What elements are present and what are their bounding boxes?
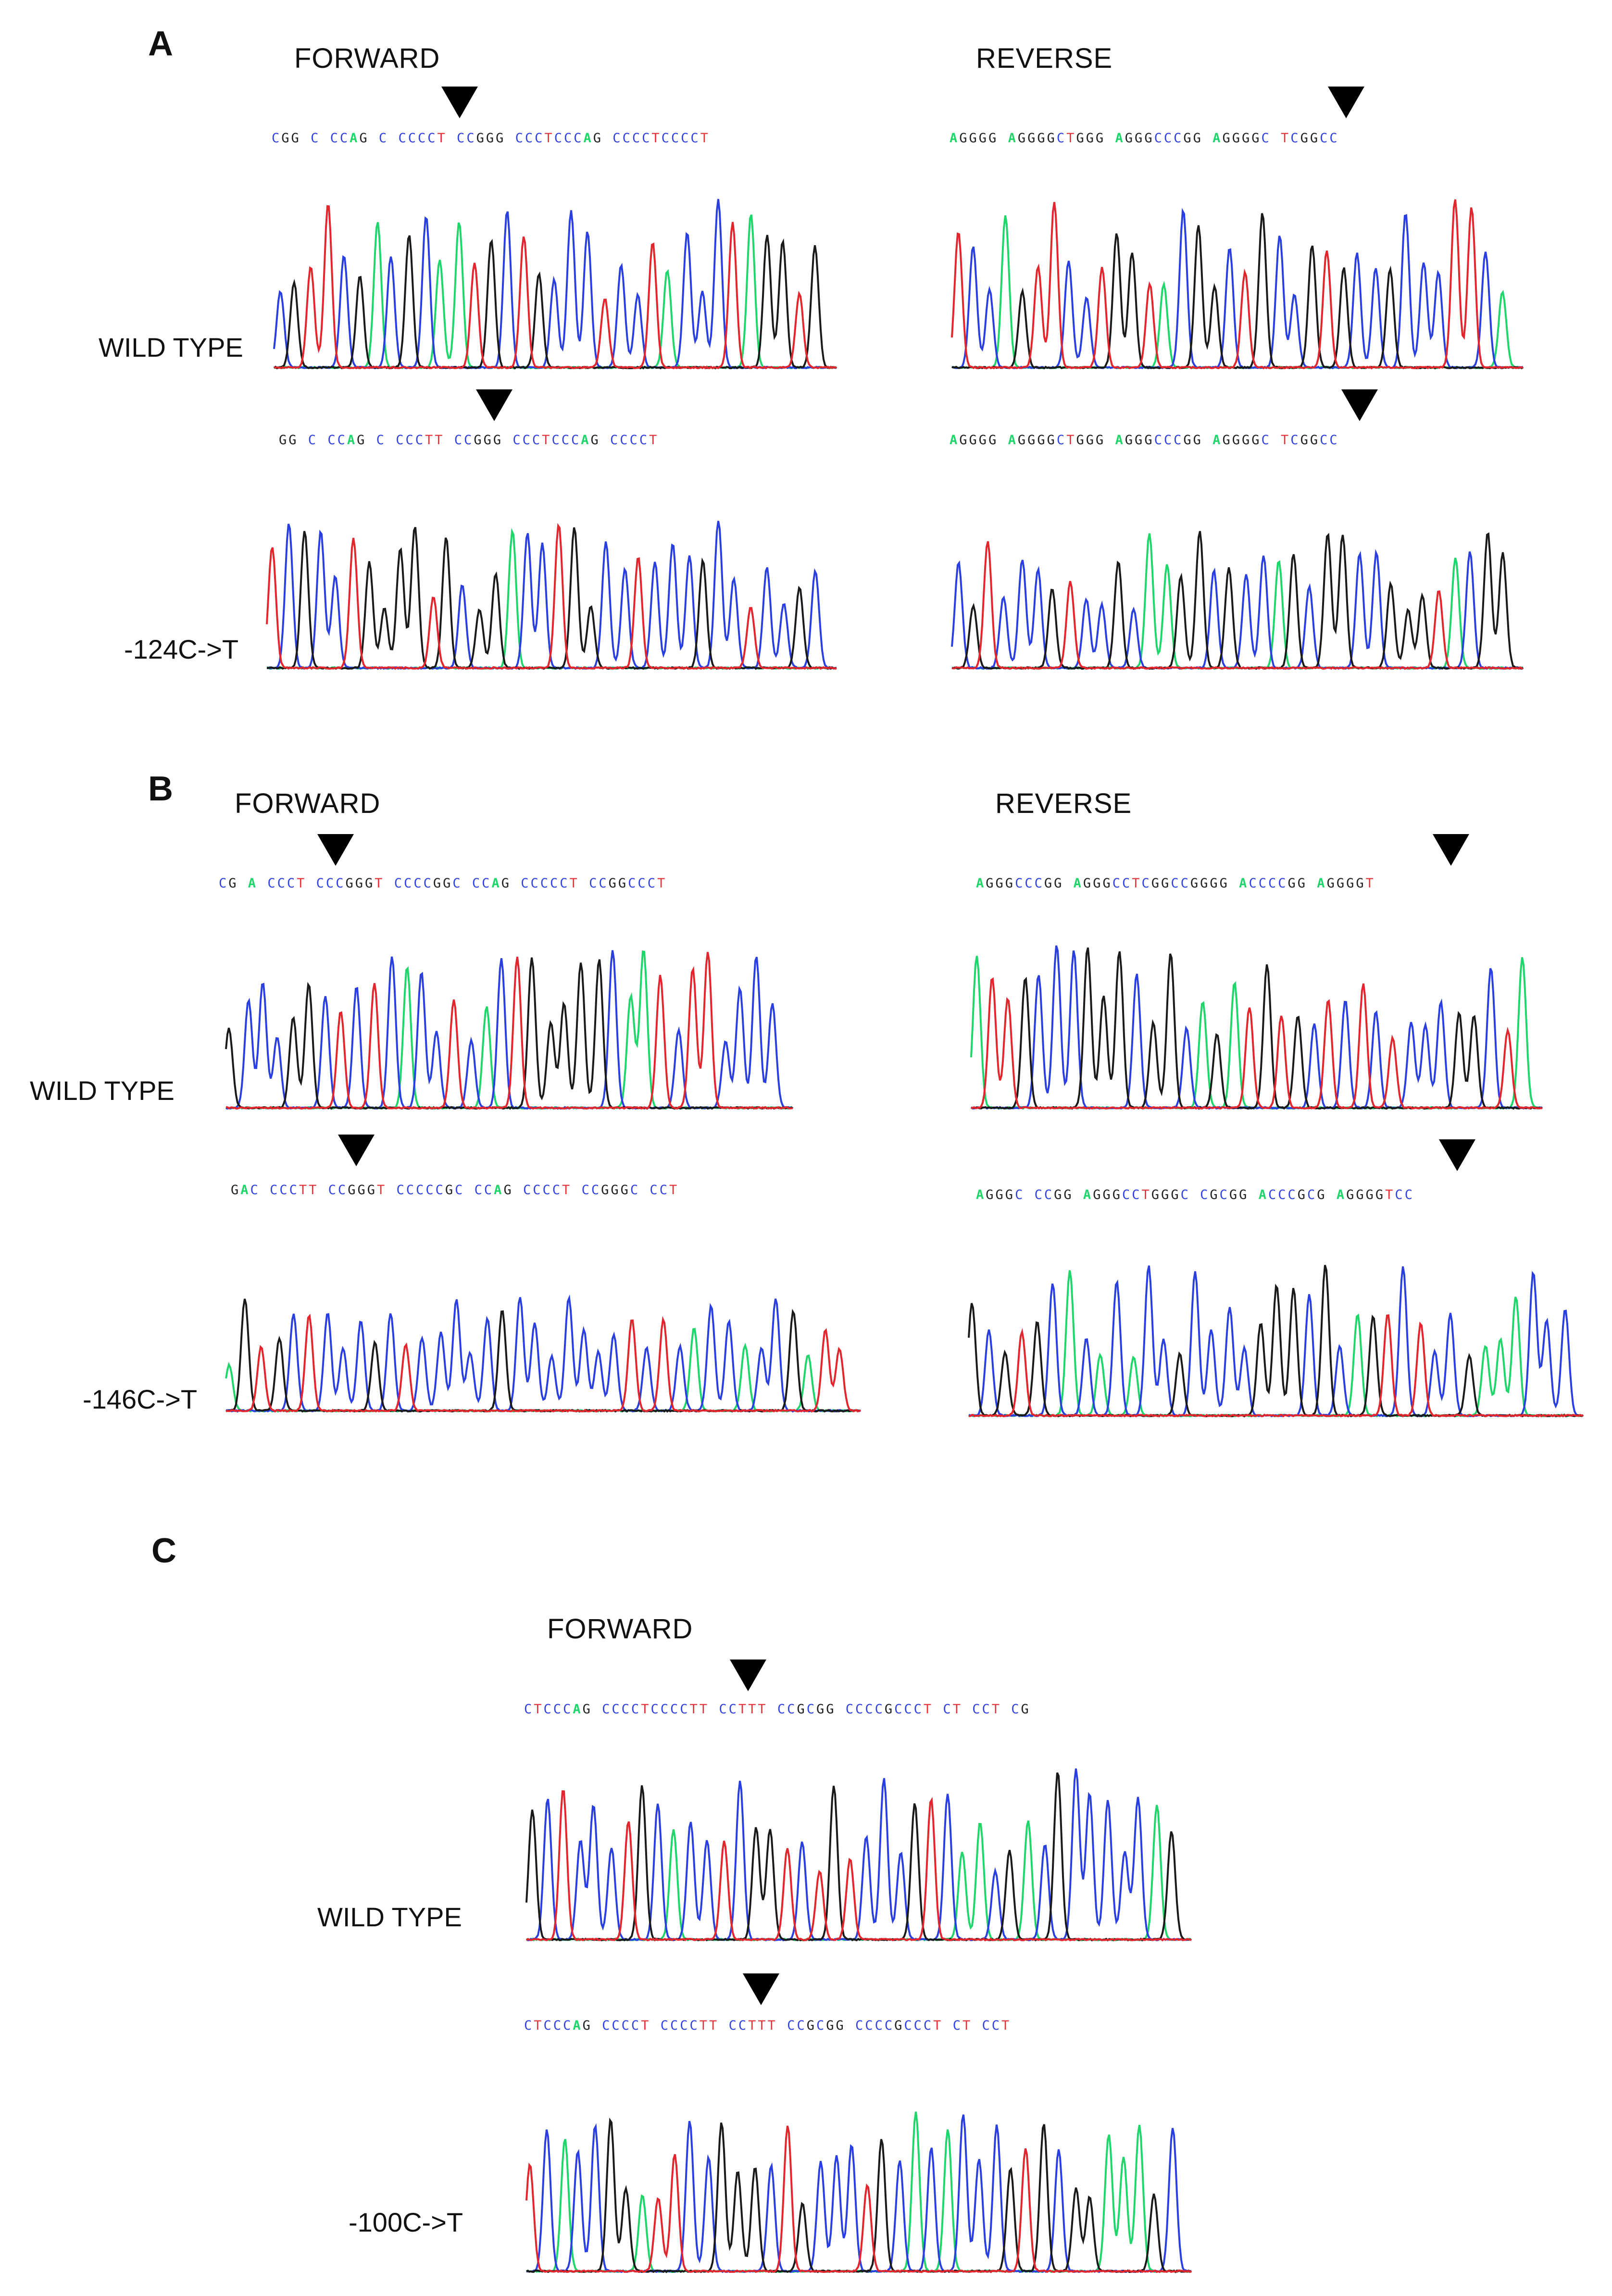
- panel-b-label: B: [148, 770, 173, 808]
- trace-line: [951, 549, 1524, 670]
- mutation-arrow-icon: [730, 1660, 766, 1691]
- chromatogram-a-forward-mut: [266, 521, 837, 670]
- mutation-arrow-icon: [476, 389, 512, 421]
- panel-b-reverse-label: REVERSE: [995, 788, 1132, 819]
- chromatogram-b-reverse-mut: [968, 1265, 1584, 1418]
- panel-a-forward-label: FORWARD: [294, 43, 440, 74]
- sequence-a-forward-wt: CGG C CCAG C CCCCT CCGGG CCCTCCCAG CCCCT…: [272, 131, 710, 146]
- panel-c-label: C: [151, 1532, 176, 1570]
- panel-c-mutation-label: -100C->T: [349, 2207, 463, 2237]
- mutation-arrow-icon: [1433, 834, 1469, 866]
- panel-b-mutation-label: -146C->T: [83, 1384, 198, 1414]
- trace-line: [951, 541, 1524, 670]
- chromatogram-c-forward-wt: [525, 1768, 1192, 1942]
- mutation-arrow-icon: [1439, 1139, 1475, 1171]
- trace-line: [526, 1768, 1192, 1942]
- mutation-arrow-icon: [1341, 389, 1378, 421]
- sequence-c-forward-wt: CTCCCAG CCCCTCCCCTT CCTTT CCGCGG CCCCGCC…: [524, 1702, 1031, 1717]
- chromatogram-b-forward-mut: [225, 1294, 862, 1413]
- trace-line: [951, 213, 1524, 370]
- panel-a-mutation-label: -124C->T: [124, 634, 239, 664]
- sequence-b-forward-wt: CG A CCCT CCCGGGT CCCCGGC CCAG CCCCCT CC…: [219, 876, 667, 891]
- trace-line: [951, 199, 1524, 370]
- sequence-b-reverse-mut: AGGGC CCGG AGGGCCTGGGC CGCGG ACCCGCG AGG…: [976, 1187, 1414, 1202]
- trace-line: [525, 1790, 1192, 1942]
- trace-line: [225, 952, 793, 1110]
- trace-line: [273, 235, 837, 370]
- panel-c-forward-label: FORWARD: [547, 1613, 693, 1645]
- trace-line: [968, 1265, 1584, 1418]
- sequence-a-forward-mut: GG C CCAG C CCCTT CCGGG CCCTCCCAG CCCCT: [279, 433, 659, 448]
- mutation-arrow-icon: [338, 1135, 375, 1166]
- mutation-arrow-icon: [1328, 87, 1364, 118]
- trace-line: [225, 957, 793, 1110]
- panel-a-reverse-label: REVERSE: [976, 43, 1113, 74]
- trace-line: [274, 205, 837, 370]
- sequence-a-reverse-mut: AGGGG AGGGGCTGGG AGGGCCCGG AGGGGC TCGGCC: [950, 433, 1339, 448]
- panel-b-wildtype-label: WILD TYPE: [30, 1075, 175, 1106]
- panel-a-wildtype-label: WILD TYPE: [99, 332, 243, 362]
- sequence-b-forward-mut: GAC CCCTT CCGGGT CCCCCGC CCAG CCCCT CCGG…: [231, 1183, 679, 1198]
- chromatogram-a-reverse-wt: [951, 199, 1524, 370]
- mutation-arrow-icon: [441, 87, 478, 118]
- chromatogram-b-reverse-wt: [970, 945, 1543, 1110]
- chromatogram-a-forward-wt: [273, 199, 837, 370]
- trace-line: [951, 208, 1524, 370]
- panel-b-forward-label: FORWARD: [235, 788, 381, 819]
- trace-line: [267, 521, 837, 670]
- trace-line: [526, 2117, 1192, 2273]
- panel-c-wildtype-label: WILD TYPE: [317, 1902, 462, 1932]
- mutation-arrow-icon: [743, 1973, 779, 2005]
- trace-line: [951, 531, 1524, 670]
- chromatogram-b-forward-wt: [225, 950, 794, 1110]
- chromatogram-a-reverse-mut: [951, 531, 1524, 670]
- sequence-c-forward-mut: CTCCCAG CCCCT CCCCTT CCTTT CCGCGG CCCCGC…: [524, 2018, 1012, 2033]
- trace-line: [968, 1314, 1584, 1418]
- trace-line: [970, 945, 1543, 1110]
- sequence-b-reverse-wt: AGGGCCCGG AGGGCCTCGGCCGGGG ACCCCGG AGGGG…: [976, 876, 1375, 891]
- trace-line: [971, 977, 1543, 1110]
- panel-a-label: A: [148, 25, 173, 63]
- chromatogram-c-forward-mut: [525, 2111, 1192, 2273]
- mutation-arrow-icon: [317, 834, 354, 866]
- trace-line: [225, 1313, 861, 1413]
- sequence-a-reverse-wt: AGGGG AGGGGCTGGG AGGGCCCGG AGGGGC TCGGCC: [950, 131, 1339, 146]
- trace-line: [266, 523, 837, 670]
- trace-line: [225, 1294, 862, 1413]
- trace-line: [525, 2125, 1192, 2273]
